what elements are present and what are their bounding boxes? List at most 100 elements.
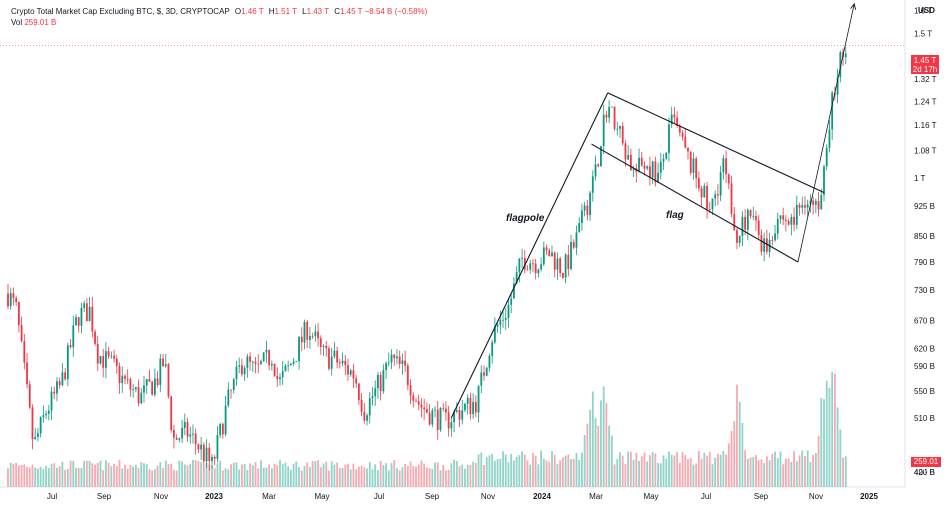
candle-body xyxy=(420,404,423,408)
candle-body xyxy=(551,252,553,257)
candle-body xyxy=(428,412,431,425)
volume-bar xyxy=(140,462,143,487)
candle-body xyxy=(202,444,205,462)
candle-body xyxy=(336,350,339,363)
volume-bar xyxy=(572,458,575,487)
volume-bar xyxy=(186,465,189,487)
candle-body xyxy=(406,365,409,386)
candle-body xyxy=(284,365,287,372)
volume-bar xyxy=(485,457,488,487)
candle-body xyxy=(192,433,194,435)
volume-bar xyxy=(390,463,393,487)
volume-bar xyxy=(765,456,768,487)
volume-bar xyxy=(153,469,156,487)
volume-bar xyxy=(276,465,279,487)
candle-body xyxy=(692,158,695,173)
candle-body xyxy=(349,370,352,375)
volume-bar xyxy=(523,454,526,487)
volume-bar xyxy=(559,460,562,487)
volume-bar xyxy=(643,452,646,487)
volume-bar xyxy=(102,470,105,487)
price-tick-label: 850 B xyxy=(914,232,935,241)
candle-body xyxy=(178,438,181,440)
volume-bar xyxy=(442,464,445,487)
volume-bar xyxy=(170,463,173,487)
candle-body xyxy=(817,200,820,210)
volume-bar xyxy=(396,468,398,487)
volume-bar xyxy=(553,454,556,487)
candle-body xyxy=(20,325,23,342)
volume-bar xyxy=(72,460,75,487)
candle-body xyxy=(610,106,613,108)
currency-label[interactable]: USD xyxy=(918,6,935,15)
candle-body xyxy=(232,379,235,390)
volume-bar xyxy=(662,455,665,487)
volume-bar xyxy=(42,468,45,487)
candle-body xyxy=(760,234,763,252)
candle-body xyxy=(94,331,96,344)
candle-body xyxy=(181,427,183,439)
volume-bar xyxy=(221,470,224,487)
volume-bar xyxy=(298,467,300,487)
candle-body xyxy=(651,161,654,178)
volume-bar xyxy=(613,464,616,487)
volume-bar xyxy=(657,462,659,487)
volume-bar xyxy=(564,455,567,487)
candle-body xyxy=(795,204,798,225)
volume-bar xyxy=(578,459,581,487)
volume-bar xyxy=(126,468,129,487)
volume-bar xyxy=(605,402,608,487)
candle-body xyxy=(110,355,113,357)
candle-body xyxy=(654,161,657,183)
candle-body xyxy=(542,247,545,265)
volume-bar xyxy=(134,464,137,487)
candle-body xyxy=(708,208,711,210)
volume-bar xyxy=(197,461,200,487)
volume-bar xyxy=(200,462,203,487)
volume-bar xyxy=(779,451,782,487)
volume-bar xyxy=(469,464,472,487)
candle-body xyxy=(806,204,809,208)
volume-bar xyxy=(461,464,464,487)
volume-bar xyxy=(722,451,725,487)
price-tick-label: 1.16 T xyxy=(914,121,937,130)
volume-bar xyxy=(77,468,80,487)
time-tick-label: 2025 xyxy=(860,492,878,501)
volume-bar xyxy=(366,468,368,487)
volume-bar xyxy=(629,451,632,487)
legend-close-key: C xyxy=(334,7,340,16)
candle-body xyxy=(126,379,129,380)
volume-bar xyxy=(540,450,543,487)
candle-body xyxy=(567,254,570,269)
volume-bar xyxy=(270,468,273,487)
volume-bar xyxy=(121,468,124,487)
price-tick-label: 670 B xyxy=(914,317,935,326)
volume-bar xyxy=(118,459,121,487)
candle-body xyxy=(205,447,208,462)
volume-bar xyxy=(289,469,292,487)
candle-body xyxy=(496,324,499,327)
time-tick-label: 2023 xyxy=(205,492,223,501)
candle-body xyxy=(415,400,417,402)
volume-bar xyxy=(741,423,744,487)
volume-bar xyxy=(589,409,591,487)
candle-body xyxy=(597,164,600,167)
legend-low: 1.43 T xyxy=(306,7,329,16)
volume-bar xyxy=(771,453,774,487)
volume-bar xyxy=(561,457,564,487)
time-tick-label: Mar xyxy=(262,492,276,501)
flagpole-label: flagpole xyxy=(506,213,545,224)
volume-bar xyxy=(725,454,727,487)
volume-bar xyxy=(659,463,662,487)
volume-bar xyxy=(124,464,126,487)
volume-bar xyxy=(768,460,771,487)
volume-bar xyxy=(382,464,385,487)
volume-bar xyxy=(162,468,164,487)
volume-bar xyxy=(439,470,442,487)
volume-bar xyxy=(260,460,262,487)
volume-bar xyxy=(7,468,9,487)
candle-body xyxy=(115,358,118,367)
volume-bar xyxy=(279,460,281,487)
volume-bar xyxy=(814,452,817,487)
